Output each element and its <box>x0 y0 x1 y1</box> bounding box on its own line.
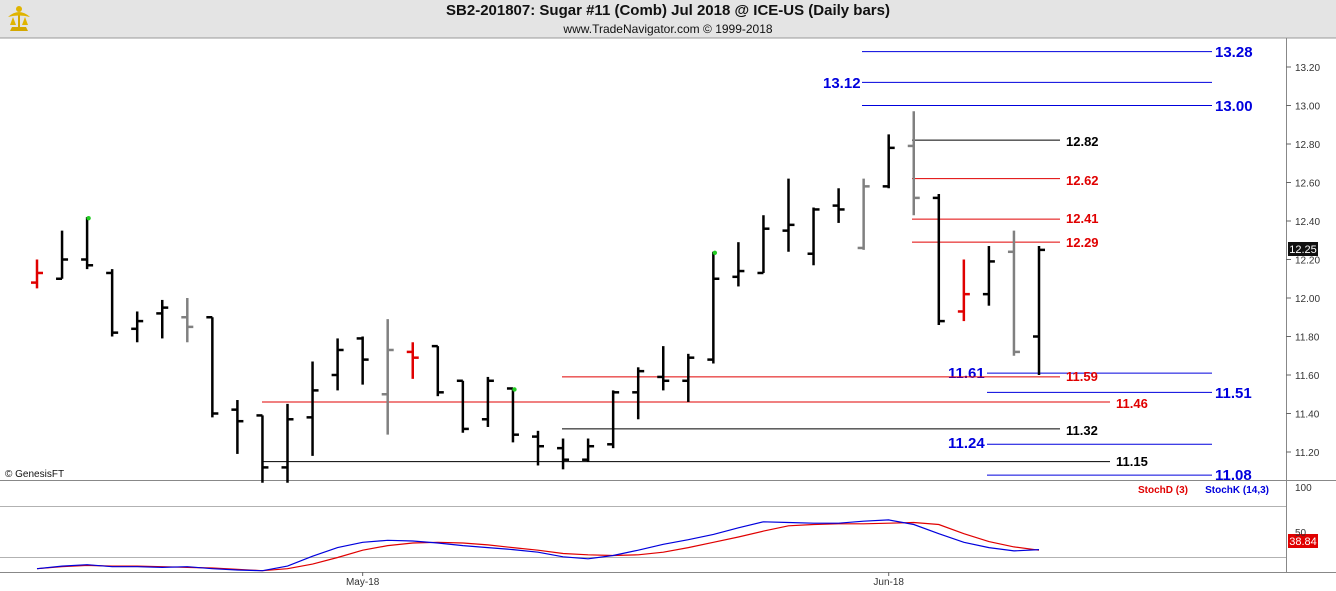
ohlc-bar <box>256 414 269 483</box>
ohlc-bar <box>106 269 119 337</box>
level-label: 12.62 <box>1066 173 1099 188</box>
lamp-logo-icon <box>8 6 30 31</box>
ohlc-bar <box>807 207 820 266</box>
price-tick-label: 12.80 <box>1295 140 1320 151</box>
price-tick-label: 12.20 <box>1295 256 1320 267</box>
chart-header: SB2-201807: Sugar #11 (Comb) Jul 2018 @ … <box>0 0 1336 38</box>
level-label: 11.51 <box>1215 385 1252 402</box>
stoch-value-box <box>1288 534 1318 548</box>
ohlc-bar <box>481 376 494 427</box>
level-label: 11.15 <box>1116 454 1148 469</box>
ohlc-bar <box>231 400 244 454</box>
level-label: 11.59 <box>1066 369 1098 384</box>
ohlc-bar <box>907 111 920 216</box>
stoch-value-label: 38.84 <box>1289 536 1317 548</box>
last-price-label: 12.25 <box>1289 244 1317 256</box>
ohlc-bar <box>131 311 144 343</box>
level-label: 13.12 <box>823 75 861 92</box>
ohlc-bars <box>31 111 1045 483</box>
ohlc-bar <box>832 188 845 223</box>
last-price-box <box>1288 242 1318 256</box>
ohlc-bar <box>707 250 720 364</box>
legend-stochd: StochD (3) <box>1138 485 1188 496</box>
level-label: 12.82 <box>1066 134 1099 149</box>
ohlc-bar <box>982 246 995 306</box>
ohlc-bar <box>81 215 94 270</box>
ohlc-bar <box>582 438 595 462</box>
ohlc-bar <box>932 194 945 325</box>
level-label: 12.29 <box>1066 235 1099 250</box>
signal-dot <box>712 250 718 255</box>
ohlc-bar <box>31 259 43 289</box>
ohlc-bar <box>506 387 519 443</box>
ohlc-bar <box>857 178 870 250</box>
stoch-tick-50: 50 <box>1295 528 1307 539</box>
ohlc-bar <box>156 299 169 339</box>
level-label: 11.32 <box>1066 423 1098 438</box>
price-tick-label: 11.60 <box>1295 371 1320 382</box>
price-tick-label: 11.40 <box>1295 410 1320 421</box>
chart-subtitle: www.TradeNavigator.com © 1999-2018 <box>563 22 773 36</box>
level-label: 11.46 <box>1116 396 1148 411</box>
price-levels: 13.28 13.12 13.00 12.82 12.62 12.41 12.29 11.61… <box>262 44 1253 484</box>
ohlc-bar <box>1033 246 1045 375</box>
price-tick-label: 13.20 <box>1295 63 1320 74</box>
ohlc-bar <box>657 346 670 391</box>
level-label: 13.00 <box>1215 98 1253 115</box>
ohlc-bar <box>431 344 444 397</box>
legend-stochk: StochK (14,3) <box>1205 485 1269 496</box>
chart-title: SB2-201807: Sugar #11 (Comb) Jul 2018 @ … <box>446 2 890 19</box>
level-label: 11.08 <box>1215 467 1252 484</box>
stoch-line <box>36 521 1040 572</box>
signal-dot <box>512 387 517 392</box>
ohlc-bar <box>306 361 319 456</box>
ohlc-bar <box>682 353 695 402</box>
level-label: 12.41 <box>1066 211 1099 226</box>
ohlc-bar <box>406 342 419 379</box>
ohlc-bar <box>381 319 394 435</box>
ohlc-bar <box>732 242 745 287</box>
price-tick-label: 12.40 <box>1295 217 1320 228</box>
ohlc-bar <box>757 215 770 275</box>
date-tick-label: Jun-18 <box>873 577 904 588</box>
ohlc-bar <box>181 298 194 343</box>
price-tick-label: 12.00 <box>1295 294 1320 305</box>
level-label: 11.24 <box>948 435 985 452</box>
level-label: 11.61 <box>948 365 985 382</box>
ohlc-bar <box>331 338 344 391</box>
ohlc-bar <box>1007 230 1020 356</box>
price-tick-label: 11.20 <box>1295 448 1320 459</box>
stoch-line <box>36 519 1040 572</box>
copyright-text: © GenesisFT <box>5 469 64 480</box>
ohlc-bar <box>882 134 895 189</box>
price-axis: 11.20 11.40 11.60 11.80 12.00 12.20 12.40 12.60… <box>1286 63 1320 459</box>
ohlc-bar <box>206 316 219 418</box>
price-tick-label: 12.60 <box>1295 179 1320 190</box>
ohlc-bar <box>957 259 970 322</box>
ohlc-bar <box>356 336 369 385</box>
ohlc-bar <box>532 430 544 466</box>
ohlc-bar <box>456 379 469 433</box>
stoch-tick-100: 100 <box>1295 483 1312 494</box>
level-label: 13.28 <box>1215 44 1253 61</box>
ohlc-bar <box>632 367 645 420</box>
ohlc-bar <box>557 438 570 470</box>
stochastic-panel <box>36 519 1040 572</box>
ohlc-bar <box>281 403 294 483</box>
signal-dot <box>86 215 91 221</box>
price-tick-label: 13.00 <box>1295 102 1320 113</box>
ohlc-bar <box>56 230 69 280</box>
price-tick-label: 11.80 <box>1295 333 1320 344</box>
date-tick-label: May-18 <box>346 577 380 588</box>
date-axis: May-18 Jun-18 <box>346 572 904 588</box>
ohlc-bar <box>782 178 795 252</box>
ohlc-bar <box>607 390 620 449</box>
